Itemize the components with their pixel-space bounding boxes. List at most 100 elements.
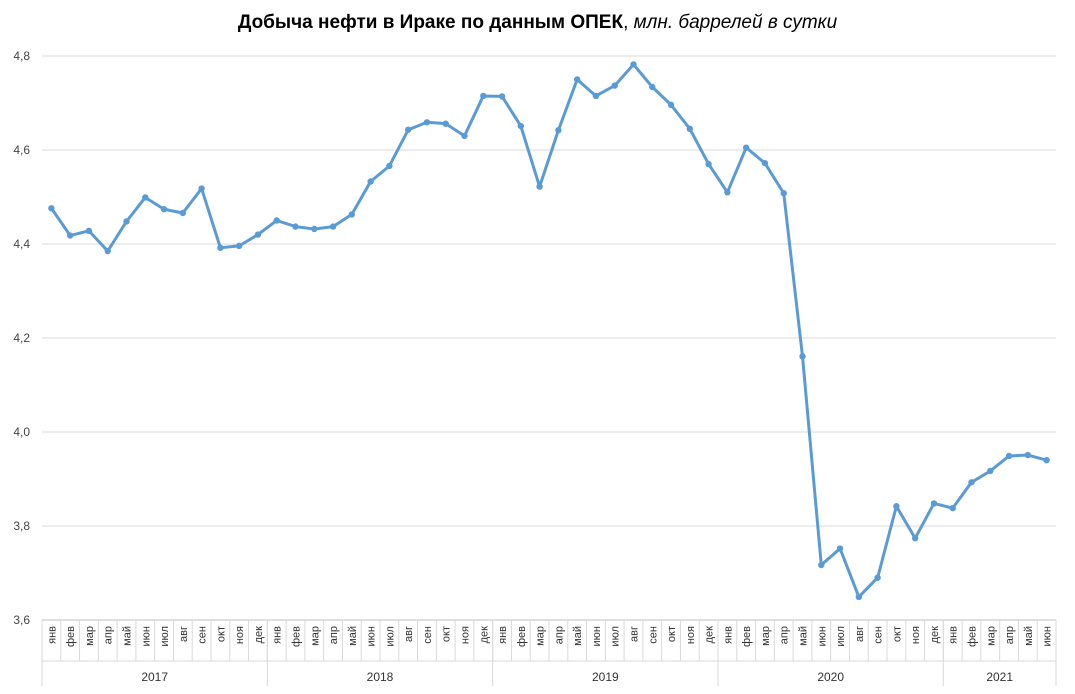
data-point bbox=[442, 120, 449, 127]
y-tick-label: 4,0 bbox=[13, 425, 30, 439]
x-tick-label: фев bbox=[516, 626, 528, 647]
data-point bbox=[217, 244, 224, 251]
data-point bbox=[85, 227, 93, 235]
x-tick-label: фев bbox=[65, 626, 77, 647]
year-label: 2018 bbox=[367, 670, 394, 684]
x-tick-label: сен bbox=[873, 626, 885, 644]
data-point bbox=[235, 242, 243, 250]
x-tick-label: дек bbox=[478, 626, 490, 644]
data-point bbox=[667, 101, 675, 109]
data-point bbox=[836, 545, 844, 552]
x-tick-label: авг bbox=[403, 626, 415, 642]
data-point bbox=[649, 83, 656, 91]
x-tick-label: июн bbox=[591, 626, 603, 646]
x-tick-label: июл bbox=[610, 626, 622, 647]
data-point bbox=[498, 93, 506, 100]
x-tick-label: мар bbox=[309, 626, 321, 646]
data-point bbox=[254, 231, 262, 238]
x-tick-label: июн bbox=[816, 626, 828, 646]
x-tick-label: мар bbox=[985, 626, 997, 646]
data-point bbox=[1043, 457, 1050, 464]
x-tick-label: сен bbox=[197, 626, 209, 644]
data-point bbox=[404, 126, 412, 133]
year-label: 2021 bbox=[986, 670, 1013, 684]
data-point bbox=[273, 217, 280, 224]
data-point bbox=[761, 159, 769, 167]
data-point bbox=[968, 479, 975, 486]
x-tick-label: май bbox=[572, 626, 584, 646]
data-point bbox=[311, 225, 318, 233]
data-point bbox=[630, 61, 637, 68]
gridlines bbox=[42, 55, 1056, 621]
x-tick-label: авг bbox=[629, 626, 641, 642]
data-point bbox=[818, 561, 825, 569]
year-label: 2017 bbox=[141, 670, 168, 684]
y-tick-label: 4,4 bbox=[13, 237, 30, 251]
data-point bbox=[611, 82, 618, 89]
data-point bbox=[742, 144, 750, 151]
data-point bbox=[386, 162, 393, 170]
x-tick-label: май bbox=[347, 626, 359, 646]
data-point bbox=[104, 247, 111, 255]
x-tick-label: ноя bbox=[234, 626, 246, 644]
y-tick-label: 4,8 bbox=[13, 49, 30, 63]
data-point bbox=[123, 218, 130, 225]
data-point bbox=[160, 206, 168, 213]
data-point bbox=[423, 119, 431, 126]
data-point bbox=[1005, 452, 1013, 460]
x-tick-label: окт bbox=[215, 626, 227, 642]
data-point bbox=[329, 223, 337, 230]
y-tick-label: 3,6 bbox=[13, 613, 30, 627]
data-point bbox=[517, 122, 525, 130]
data-point bbox=[142, 194, 149, 201]
data-point bbox=[724, 189, 731, 196]
x-tick-label: янв bbox=[46, 626, 58, 644]
x-tick-label: окт bbox=[441, 626, 453, 642]
data-point bbox=[987, 467, 994, 475]
x-tick-label: апр bbox=[779, 626, 791, 644]
x-tick-label: фев bbox=[291, 626, 303, 647]
x-tick-label: сен bbox=[422, 626, 434, 644]
y-tick-label: 4,6 bbox=[13, 143, 30, 157]
x-tick-label: окт bbox=[666, 626, 678, 642]
x-tick-label: июн bbox=[140, 626, 152, 646]
x-tick-label: ноя bbox=[910, 626, 922, 644]
year-label: 2019 bbox=[592, 670, 619, 684]
chart-title-main: Добыча нефти в Ираке по данным ОПЕК bbox=[237, 12, 624, 33]
x-tick-label: апр bbox=[328, 626, 340, 644]
data-point bbox=[911, 535, 919, 542]
y-tick-label: 3,8 bbox=[13, 519, 30, 533]
data-point bbox=[367, 178, 374, 185]
data-point bbox=[555, 127, 562, 134]
data-point bbox=[930, 500, 938, 507]
x-tick-label: июл bbox=[835, 626, 847, 647]
x-tick-label: мар bbox=[84, 626, 96, 646]
x-tick-label: дек bbox=[929, 626, 941, 644]
x-tick-label: май bbox=[1023, 626, 1035, 646]
chart-title: Добыча нефти в Ираке по данным ОПЕК, млн… bbox=[237, 12, 838, 33]
x-tick-label: янв bbox=[272, 626, 284, 644]
x-tick-label: фев bbox=[741, 626, 753, 647]
data-point bbox=[573, 76, 581, 83]
x-tick-label: янв bbox=[722, 626, 734, 644]
x-tick-label: ноя bbox=[685, 626, 697, 644]
x-tick-label: мар bbox=[535, 626, 547, 646]
x-tick-label: сен bbox=[647, 626, 659, 644]
x-tick-label: июл bbox=[384, 626, 396, 647]
data-line bbox=[49, 62, 1049, 599]
data-point bbox=[1024, 451, 1032, 459]
data-point bbox=[66, 232, 74, 239]
data-point bbox=[461, 132, 468, 140]
x-tick-label: янв bbox=[948, 626, 960, 644]
x-tick-label: дек bbox=[253, 626, 265, 644]
data-point bbox=[292, 223, 299, 230]
x-tick-label: апр bbox=[103, 626, 115, 644]
chart-title-unit: млн. баррелей в сутки bbox=[633, 12, 838, 33]
series-line bbox=[48, 61, 1050, 601]
x-tick-label: апр bbox=[553, 626, 565, 644]
y-axis: 3,6 3,8 4,0 4,2 4,4 4,6 4,8 bbox=[13, 49, 30, 627]
x-tick-label: май bbox=[122, 626, 134, 646]
x-tick-label: дек bbox=[704, 626, 716, 644]
data-point bbox=[48, 205, 55, 212]
x-tick-label: мар bbox=[760, 626, 772, 646]
